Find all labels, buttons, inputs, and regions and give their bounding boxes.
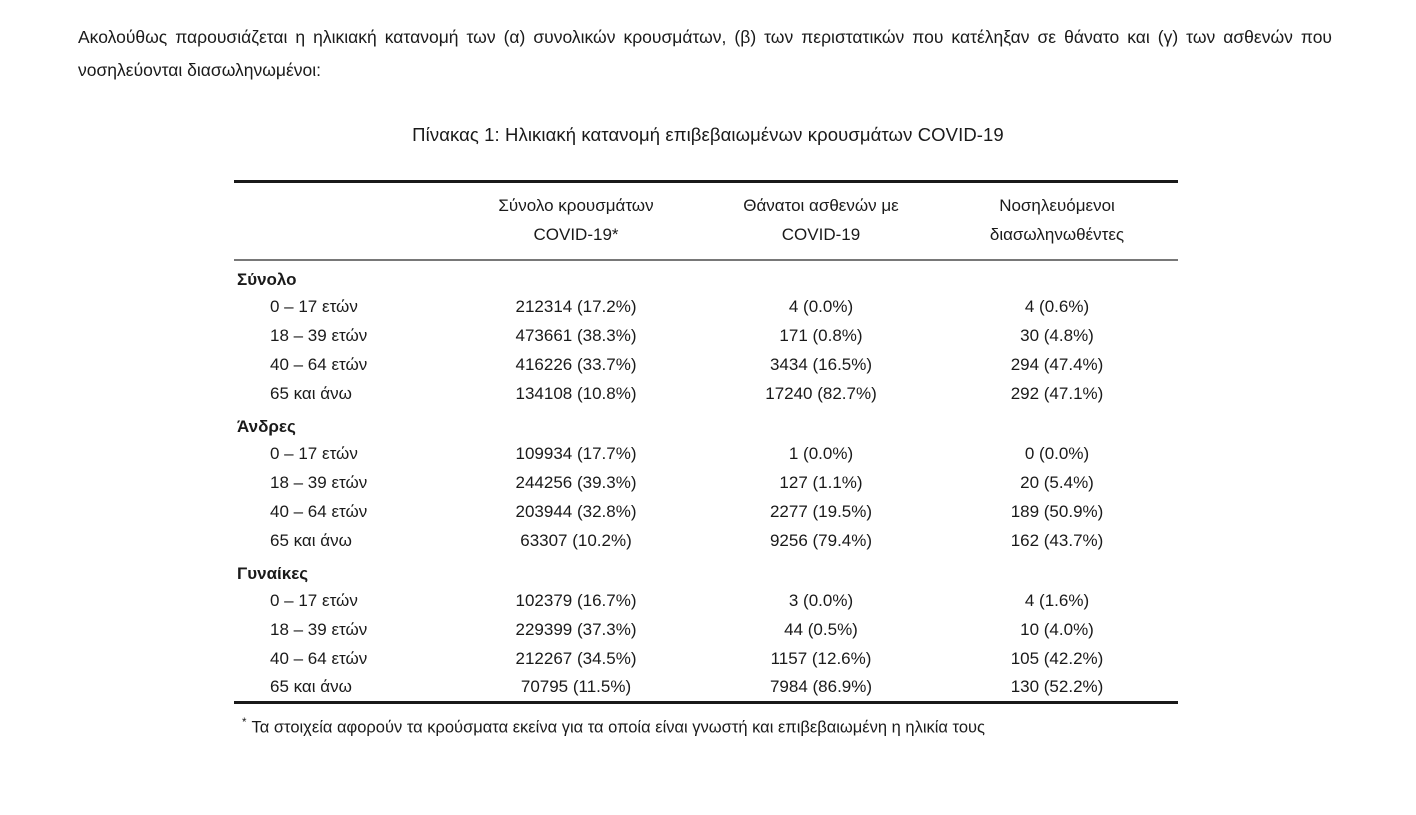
intubated-value: 4 (0.6%) (1024, 296, 1090, 316)
column-header-line: διασωληνωθέντες (989, 225, 1125, 244)
cases-value: 212267 (34.5%) (515, 648, 637, 668)
section-label: Γυναίκες (237, 564, 309, 583)
column-header-line: COVID-19 (781, 225, 861, 244)
table-row: 40 – 64 ετών 212267 (34.5%) 1157 (12.6%) 10… (234, 644, 1178, 673)
table-title: Πίνακας 1: Ηλικιακή κατανομή επιβεβαιωμέ… (412, 124, 1004, 145)
covid-age-distribution-table: Σύνολο κρουσμάτων COVID-19* Θάνατοι ασθε… (234, 180, 1178, 704)
table-header: Σύνολο κρουσμάτων COVID-19* Θάνατοι ασθε… (234, 182, 1178, 261)
deaths-value: 3434 (16.5%) (769, 354, 873, 374)
cases-value: 70795 (11.5%) (520, 676, 632, 696)
intubated-value: 189 (50.9%) (1010, 501, 1104, 521)
table-row: 0 – 17 ετών 212314 (17.2%) 4 (0.0%) 4 (0.6%… (234, 292, 1178, 321)
deaths-value: 17240 (82.7%) (765, 383, 877, 403)
cases-value: 244256 (39.3%) (515, 472, 637, 492)
intro-paragraph: Ακολούθως παρουσιάζεται η ηλικιακή καταν… (78, 27, 1332, 80)
intubated-value: 105 (42.2%) (1010, 648, 1104, 668)
cases-value: 212314 (17.2%) (515, 296, 637, 316)
age-label: 18 – 39 ετών (270, 472, 368, 492)
section-label: Σύνολο (237, 270, 297, 289)
deaths-value: 4 (0.0%) (788, 296, 854, 316)
cases-value: 229399 (37.3%) (515, 619, 637, 639)
intubated-value: 130 (52.2%) (1010, 676, 1104, 696)
deaths-value: 1 (0.0%) (788, 443, 854, 463)
age-label: 18 – 39 ετών (270, 619, 368, 639)
cases-value: 203944 (32.8%) (515, 501, 637, 521)
age-label: 18 – 39 ετών (270, 325, 368, 345)
column-header-intubated: Νοσηλευόμενοι διασωληνωθέντες (936, 182, 1178, 261)
table-row: 40 – 64 ετών 416226 (33.7%) 3434 (16.5%) 29… (234, 350, 1178, 379)
document-page: Ακολούθως παρουσιάζεται η ηλικιακή καταν… (0, 21, 1416, 739)
column-header-deaths: Θάνατοι ασθενών με COVID-19 (706, 182, 936, 261)
footnote-text: Τα στοιχεία αφορούν τα κρούσματα εκείνα … (251, 718, 985, 736)
section-label: Άνδρες (237, 417, 296, 436)
intubated-value: 10 (4.0%) (1020, 619, 1094, 639)
cases-value: 416226 (33.7%) (515, 354, 637, 374)
intubated-value: 0 (0.0%) (1024, 443, 1090, 463)
table-row: 40 – 64 ετών 203944 (32.8%) 2277 (19.5%) 18… (234, 497, 1178, 526)
intubated-value: 162 (43.7%) (1010, 530, 1104, 550)
column-header-line: Θάνατοι ασθενών με (743, 196, 899, 215)
column-header-line: Νοσηλευόμενοι (999, 196, 1115, 215)
cases-value: 102379 (16.7%) (515, 590, 637, 610)
age-label: 40 – 64 ετών (270, 354, 368, 374)
table-row: 0 – 17 ετών 102379 (16.7%) 3 (0.0%) 4 (1.6%… (234, 586, 1178, 615)
intubated-value: 4 (1.6%) (1024, 590, 1090, 610)
deaths-value: 44 (0.5%) (784, 619, 858, 639)
section-header-row: Σύνολο (234, 260, 1178, 292)
age-label: 65 και άνω (270, 676, 352, 696)
deaths-value: 7984 (86.9%) (769, 676, 873, 696)
column-header-line: Σύνολο κρουσμάτων (498, 196, 654, 215)
intubated-value: 294 (47.4%) (1010, 354, 1104, 374)
deaths-value: 2277 (19.5%) (769, 501, 873, 521)
deaths-value: 171 (0.8%) (779, 325, 863, 345)
deaths-value: 3 (0.0%) (788, 590, 854, 610)
age-label: 40 – 64 ετών (270, 648, 368, 668)
table-body: Σύνολο 0 – 17 ετών 212314 (17.2%) 4 (0.0%) 4… (234, 260, 1178, 702)
age-label: 65 και άνω (270, 383, 352, 403)
deaths-value: 127 (1.1%) (779, 472, 863, 492)
intubated-value: 292 (47.1%) (1010, 383, 1104, 403)
intubated-value: 30 (4.8%) (1020, 325, 1094, 345)
age-label: 0 – 17 ετών (270, 443, 358, 463)
table-header-row: Σύνολο κρουσμάτων COVID-19* Θάνατοι ασθε… (234, 182, 1178, 261)
table-row: 18 – 39 ετών 244256 (39.3%) 127 (1.1%) 20 (… (234, 468, 1178, 497)
deaths-value: 9256 (79.4%) (769, 530, 873, 550)
intubated-value: 20 (5.4%) (1020, 472, 1094, 492)
age-label: 0 – 17 ετών (270, 296, 358, 316)
table-row: 65 και άνω 70795 (11.5%) 7984 (86.9%) 130 (… (234, 673, 1178, 702)
age-label: 0 – 17 ετών (270, 590, 358, 610)
table-row: 18 – 39 ετών 473661 (38.3%) 171 (0.8%) 30 (… (234, 321, 1178, 350)
table-row: 65 και άνω 63307 (10.2%) 9256 (79.4%) 162 (… (234, 526, 1178, 555)
section-header-row: Άνδρες (234, 408, 1178, 439)
table-row: 0 – 17 ετών 109934 (17.7%) 1 (0.0%) 0 (0.0%… (234, 439, 1178, 468)
cases-value: 134108 (10.8%) (515, 383, 637, 403)
section-header-row: Γυναίκες (234, 555, 1178, 586)
column-header-empty (234, 182, 446, 261)
table-row: 65 και άνω 134108 (10.8%) 17240 (82.7%) 292… (234, 379, 1178, 408)
footnote-asterisk: * (242, 716, 247, 729)
table-row: 18 – 39 ετών 229399 (37.3%) 44 (0.5%) 10 (4… (234, 615, 1178, 644)
age-label: 65 και άνω (270, 530, 352, 550)
age-label: 40 – 64 ετών (270, 501, 368, 521)
cases-value: 109934 (17.7%) (515, 443, 637, 463)
column-header-cases: Σύνολο κρουσμάτων COVID-19* (446, 182, 706, 261)
cases-value: 63307 (10.2%) (520, 530, 632, 550)
deaths-value: 1157 (12.6%) (770, 648, 872, 668)
cases-value: 473661 (38.3%) (515, 325, 637, 345)
table-footnote: * Τα στοιχεία αφορούν τα κρούσματα εκείνα… (242, 711, 1416, 740)
column-header-line: COVID-19* (533, 225, 619, 244)
